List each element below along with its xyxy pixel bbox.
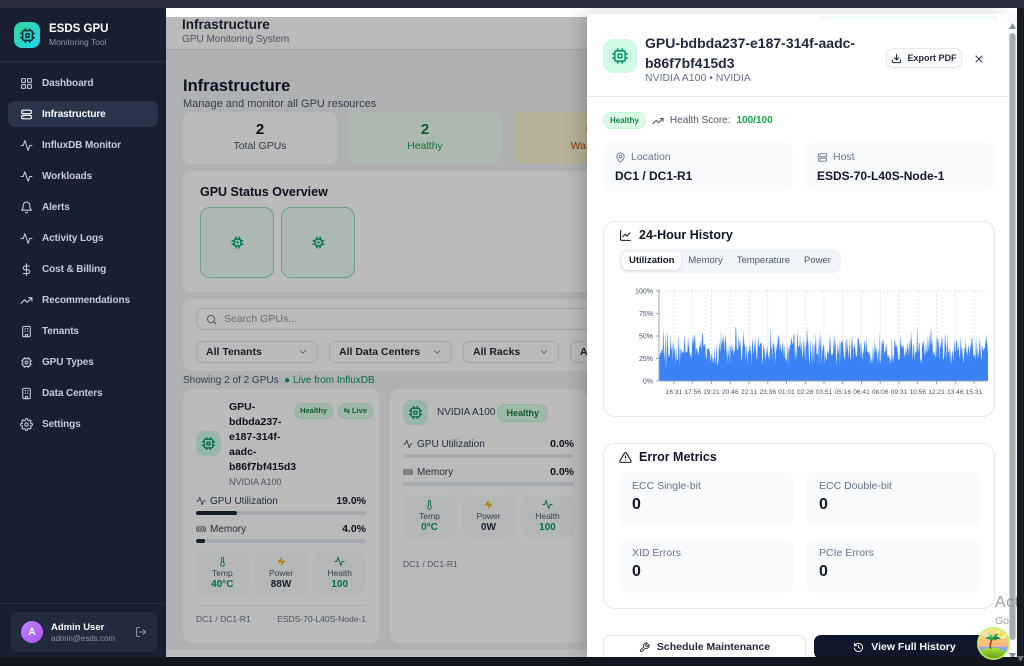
svg-text:20:46: 20:46 xyxy=(722,389,739,396)
svg-text:100%: 100% xyxy=(635,289,653,296)
svg-text:09:31: 09:31 xyxy=(891,389,908,396)
svg-text:25%: 25% xyxy=(639,356,653,363)
svg-text:50%: 50% xyxy=(639,334,653,341)
svg-text:08:06: 08:06 xyxy=(872,389,889,396)
svg-text:22:11: 22:11 xyxy=(741,389,757,396)
svg-text:03:51: 03:51 xyxy=(816,389,833,396)
svg-text:23:36: 23:36 xyxy=(759,389,776,396)
svg-text:75%: 75% xyxy=(639,311,653,318)
svg-text:06:41: 06:41 xyxy=(853,389,870,396)
svg-text:17:56: 17:56 xyxy=(684,389,701,396)
svg-text:13:46: 13:46 xyxy=(947,389,964,396)
svg-text:0%: 0% xyxy=(643,379,653,386)
svg-text:01:01: 01:01 xyxy=(778,389,795,396)
svg-text:02:26: 02:26 xyxy=(797,389,814,396)
svg-text:15:31: 15:31 xyxy=(966,389,983,396)
svg-text:10:56: 10:56 xyxy=(909,389,926,396)
svg-text:16:31: 16:31 xyxy=(666,389,683,396)
svg-text:12:21: 12:21 xyxy=(928,389,945,396)
svg-text:19:21: 19:21 xyxy=(703,389,720,396)
svg-text:05:16: 05:16 xyxy=(834,389,851,396)
